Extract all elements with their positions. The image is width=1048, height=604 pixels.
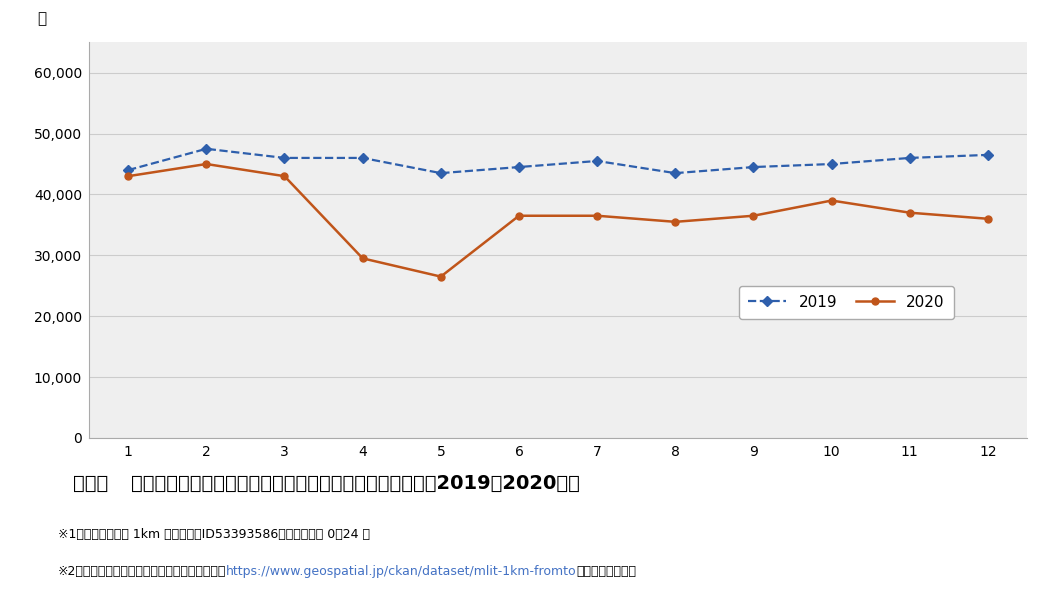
2019 [826, 161, 838, 168]
2020 [278, 173, 290, 180]
2019 [122, 167, 134, 174]
Text: 人: 人 [38, 11, 46, 27]
Text: ※2　全国の人流オープンデータ（国土交通省: ※2 全国の人流オープンデータ（国土交通省 [58, 565, 226, 578]
Line: 2020: 2020 [125, 161, 991, 280]
2020 [982, 215, 995, 222]
2019 [747, 164, 760, 171]
Legend: 2019, 2020: 2019, 2020 [739, 286, 954, 320]
2019 [278, 154, 290, 161]
2020 [435, 273, 447, 280]
2020 [826, 197, 838, 204]
Text: 全国人流オープンデータから求めた渋谷の月別人流変化（2019、2020年）: 全国人流オープンデータから求めた渋谷の月別人流変化（2019、2020年） [131, 474, 580, 493]
2020 [591, 212, 604, 219]
2020 [669, 218, 681, 225]
2020 [200, 161, 213, 168]
2019 [591, 157, 604, 164]
2019 [982, 151, 995, 158]
Text: ※1　渋谷区南西の 1km メッシュ　ID53393586　全日、終日 0～24 時: ※1 渋谷区南西の 1km メッシュ ID53393586 全日、終日 0～24… [58, 528, 370, 542]
Text: ）を加工して作成: ）を加工して作成 [576, 565, 636, 578]
2020 [747, 212, 760, 219]
Text: https://www.geospatial.jp/ckan/dataset/mlit-1km-fromto: https://www.geospatial.jp/ckan/dataset/m… [226, 565, 576, 578]
2020 [512, 212, 525, 219]
2019 [200, 145, 213, 152]
2020 [122, 173, 134, 180]
2019 [435, 170, 447, 177]
2019 [356, 154, 369, 161]
2020 [356, 255, 369, 262]
2019 [512, 164, 525, 171]
2020 [903, 209, 916, 216]
2019 [669, 170, 681, 177]
Text: 図１: 図１ [73, 474, 109, 493]
2019 [903, 154, 916, 161]
Line: 2019: 2019 [125, 146, 991, 176]
